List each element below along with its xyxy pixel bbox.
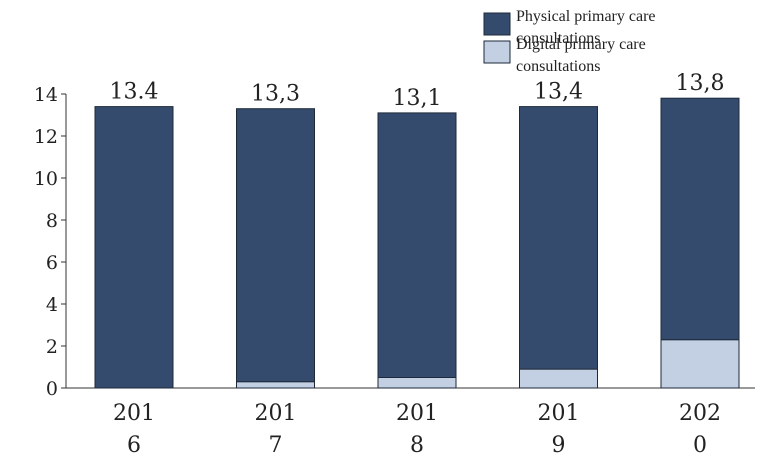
y-tick-label: 14 (34, 84, 58, 106)
bar-segment (94, 106, 174, 389)
x-category-label: 202 (679, 401, 721, 426)
bar-segment (660, 97, 740, 341)
bar-total-label: 13,4 (534, 80, 583, 105)
y-tick-label: 10 (34, 168, 58, 190)
x-category-label: 9 (552, 433, 566, 457)
y-tick-label: 2 (46, 336, 58, 358)
bar-segment (660, 339, 740, 389)
x-category-label: 201 (113, 401, 155, 426)
legend-label: Physical primary care (516, 8, 656, 25)
bar-segment (519, 106, 598, 370)
chart-data-labels: 13.4 13,3 13,1 13,4 13,8 (110, 71, 725, 111)
x-category-label: 7 (269, 433, 283, 457)
bar-total-label: 13.4 (110, 80, 159, 105)
y-tick-label: 8 (46, 210, 58, 232)
x-category-label: 0 (693, 433, 707, 457)
legend-label: Digital primary care (516, 36, 646, 53)
chart-axes: 0 2 4 6 8 10 12 14 201 6 201 7 201 8 201 9 202 0 (34, 84, 755, 457)
x-category-label: 8 (410, 433, 424, 457)
legend-label: consultations (516, 58, 600, 75)
chart-bars (94, 97, 740, 389)
legend-label: consultations (516, 30, 600, 47)
y-tick-label: 6 (46, 252, 58, 274)
bar-segment (377, 377, 457, 389)
y-tick-label: 0 (46, 378, 58, 400)
bar-total-label: 13,8 (676, 71, 725, 96)
x-category-label: 201 (255, 401, 297, 426)
bar-segment (236, 108, 315, 383)
y-tick-label: 12 (34, 126, 58, 148)
legend-swatch (483, 12, 511, 36)
x-category-label: 201 (538, 401, 580, 426)
x-category-label: 6 (127, 433, 141, 457)
bar-total-label: 13,1 (393, 86, 442, 111)
legend-swatch (483, 40, 511, 64)
chart-legend: Physical primary careconsultationsDigita… (483, 8, 656, 75)
y-tick-label: 4 (46, 294, 58, 316)
bar-total-label: 13,3 (251, 82, 300, 107)
bar-segment (519, 368, 598, 389)
bar-segment (236, 381, 315, 389)
bar-segment (377, 112, 457, 379)
x-category-label: 201 (396, 401, 438, 426)
